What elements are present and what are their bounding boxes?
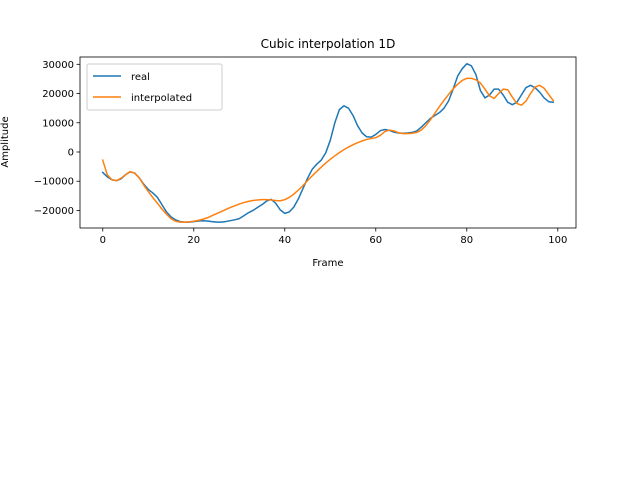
y-tick-label: 20000 [42, 89, 74, 100]
chart-title: Cubic interpolation 1D [261, 37, 396, 51]
y-ticks: −20000 −10000 0 10000 20000 30000 [34, 60, 80, 217]
series-line-interpolated [101, 77, 555, 223]
series-layer [101, 62, 555, 223]
x-tick-label: 40 [278, 235, 291, 246]
axes-frame [79, 56, 577, 229]
x-axis-label: Frame [312, 258, 343, 269]
x-tick-label: 20 [187, 235, 200, 246]
x-tick-label: 0 [100, 235, 106, 246]
y-tick-label: −20000 [34, 206, 74, 217]
x-tick-label: 100 [548, 235, 567, 246]
legend-label-interpolated: interpolated [131, 93, 192, 104]
y-tick-label: 0 [68, 148, 74, 159]
y-tick-label: 30000 [42, 60, 74, 71]
series-line-real [101, 62, 555, 223]
y-tick-label: 10000 [42, 118, 74, 129]
x-tick-label: 60 [369, 235, 382, 246]
legend: real interpolated [86, 63, 223, 111]
x-ticks: 0 20 40 60 80 100 [100, 228, 567, 246]
y-tick-label: −10000 [34, 177, 74, 188]
legend-label-real: real [131, 72, 150, 83]
x-tick-label: 80 [460, 235, 473, 246]
plot-area [79, 56, 577, 229]
y-axis-label: Amplitude [0, 116, 11, 167]
